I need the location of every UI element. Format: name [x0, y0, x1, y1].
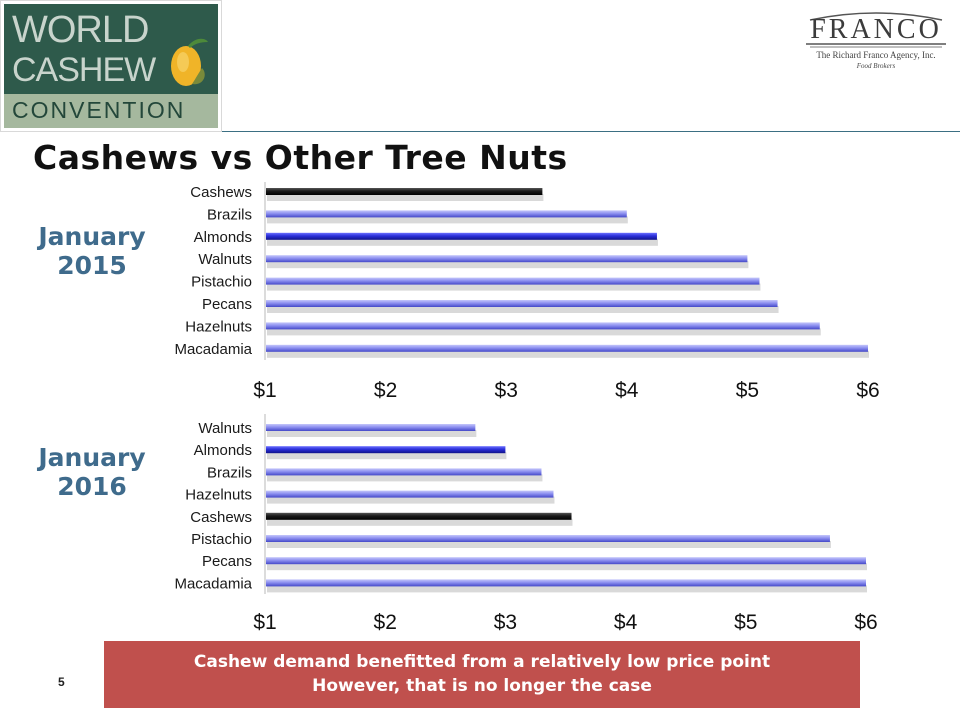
logo-panel: WORLD CASHEW CONVENTION: [4, 4, 218, 128]
tick-label: $6: [854, 611, 877, 634]
bar-almonds: [266, 446, 506, 454]
bar-pecans: [266, 557, 866, 565]
logo-band: CONVENTION: [4, 94, 218, 128]
tick-label: $2: [374, 379, 397, 402]
category-label: Walnuts: [198, 251, 252, 268]
category-label: Walnuts: [198, 420, 252, 437]
bar-pistachio: [266, 277, 760, 285]
bar-macadamia: [266, 579, 866, 587]
tick-label: $6: [856, 379, 879, 402]
header-rule: [222, 131, 960, 132]
category-label: Brazils: [207, 464, 252, 481]
bar-shadow: [267, 430, 477, 437]
bar-shadow: [267, 541, 831, 548]
bar-almonds: [266, 232, 657, 240]
category-label: Almonds: [194, 229, 252, 246]
tick-label: $1: [253, 611, 276, 634]
category-label: Hazelnuts: [185, 318, 252, 335]
bar-pistachio: [266, 535, 830, 542]
tick-label: $4: [615, 379, 639, 402]
category-label: Hazelnuts: [185, 487, 252, 504]
period-2015-month: January: [38, 222, 146, 251]
slide-title: Cashews vs Other Tree Nuts: [33, 138, 568, 177]
bar-cashews: [266, 188, 543, 195]
category-label: Cashews: [190, 184, 252, 201]
bar-macadamia: [266, 344, 868, 352]
category-label: Almonds: [194, 442, 252, 459]
bar-hazelnuts: [266, 490, 554, 498]
banner-line-2: However, that is no longer the case: [312, 676, 652, 696]
bar-shadow: [267, 518, 573, 526]
page-number: 5: [58, 675, 65, 689]
category-label: Pecans: [202, 296, 252, 313]
category-label: Macadamia: [174, 341, 252, 358]
bar-shadow: [267, 283, 761, 291]
cashew-fruit-icon: [171, 38, 208, 86]
category-label: Macadamia: [174, 575, 252, 592]
logo-line-3: CONVENTION: [12, 97, 186, 123]
logo-line-2: CASHEW: [12, 51, 156, 89]
world-cashew-convention-logo: WORLD CASHEW CONVENTION: [0, 0, 222, 132]
franco-subtagline: Food Brokers: [856, 62, 896, 70]
tick-label: $2: [374, 611, 397, 634]
period-2016-year: 2016: [57, 472, 127, 501]
tick-label: $4: [614, 611, 638, 634]
franco-frame-icon: [806, 12, 946, 48]
logo-line-1: WORLD: [12, 9, 149, 51]
period-label-2015: January 2015: [17, 222, 167, 280]
period-label-2016: January 2016: [17, 443, 167, 501]
category-label: Pecans: [202, 553, 252, 570]
bar-hazelnuts: [266, 322, 820, 330]
category-label: Brazils: [207, 206, 252, 223]
tick-label: $3: [494, 611, 517, 634]
period-2016-month: January: [38, 443, 146, 472]
tick-label: $1: [253, 379, 276, 402]
bar-cashews: [266, 512, 572, 520]
banner-line-1: Cashew demand benefitted from a relative…: [193, 652, 771, 672]
bar-brazils: [266, 210, 627, 218]
tick-label: $5: [736, 379, 759, 402]
category-label: Pistachio: [191, 531, 252, 548]
bar-shadow: [267, 216, 628, 224]
bar-walnuts: [266, 255, 748, 263]
tick-label: $5: [734, 611, 757, 634]
conclusion-banner: Cashew demand benefitted from a relative…: [104, 641, 860, 708]
bar-shadow: [267, 350, 869, 358]
bar-shadow: [267, 452, 507, 460]
franco-tagline: The Richard Franco Agency, Inc.: [816, 50, 936, 60]
bar-shadow: [267, 474, 543, 482]
bar-shadow: [267, 306, 779, 313]
bar-shadow: [267, 585, 867, 593]
franco-name: FRANCO: [810, 14, 942, 45]
category-label: Pistachio: [191, 274, 252, 291]
bar-pecans: [266, 300, 778, 307]
bar-shadow: [267, 238, 658, 246]
bar-shadow: [267, 563, 867, 571]
category-label: Cashews: [190, 509, 252, 526]
franco-logo: FRANCO The Richard Franco Agency, Inc. F…: [800, 8, 952, 70]
bar-shadow: [267, 328, 821, 336]
bar-brazils: [266, 468, 542, 476]
bar-shadow: [267, 496, 555, 504]
bar-walnuts: [266, 424, 476, 431]
period-2015-year: 2015: [57, 251, 127, 280]
tick-label: $3: [495, 379, 518, 402]
bar-shadow: [267, 261, 749, 269]
bar-shadow: [267, 194, 544, 201]
